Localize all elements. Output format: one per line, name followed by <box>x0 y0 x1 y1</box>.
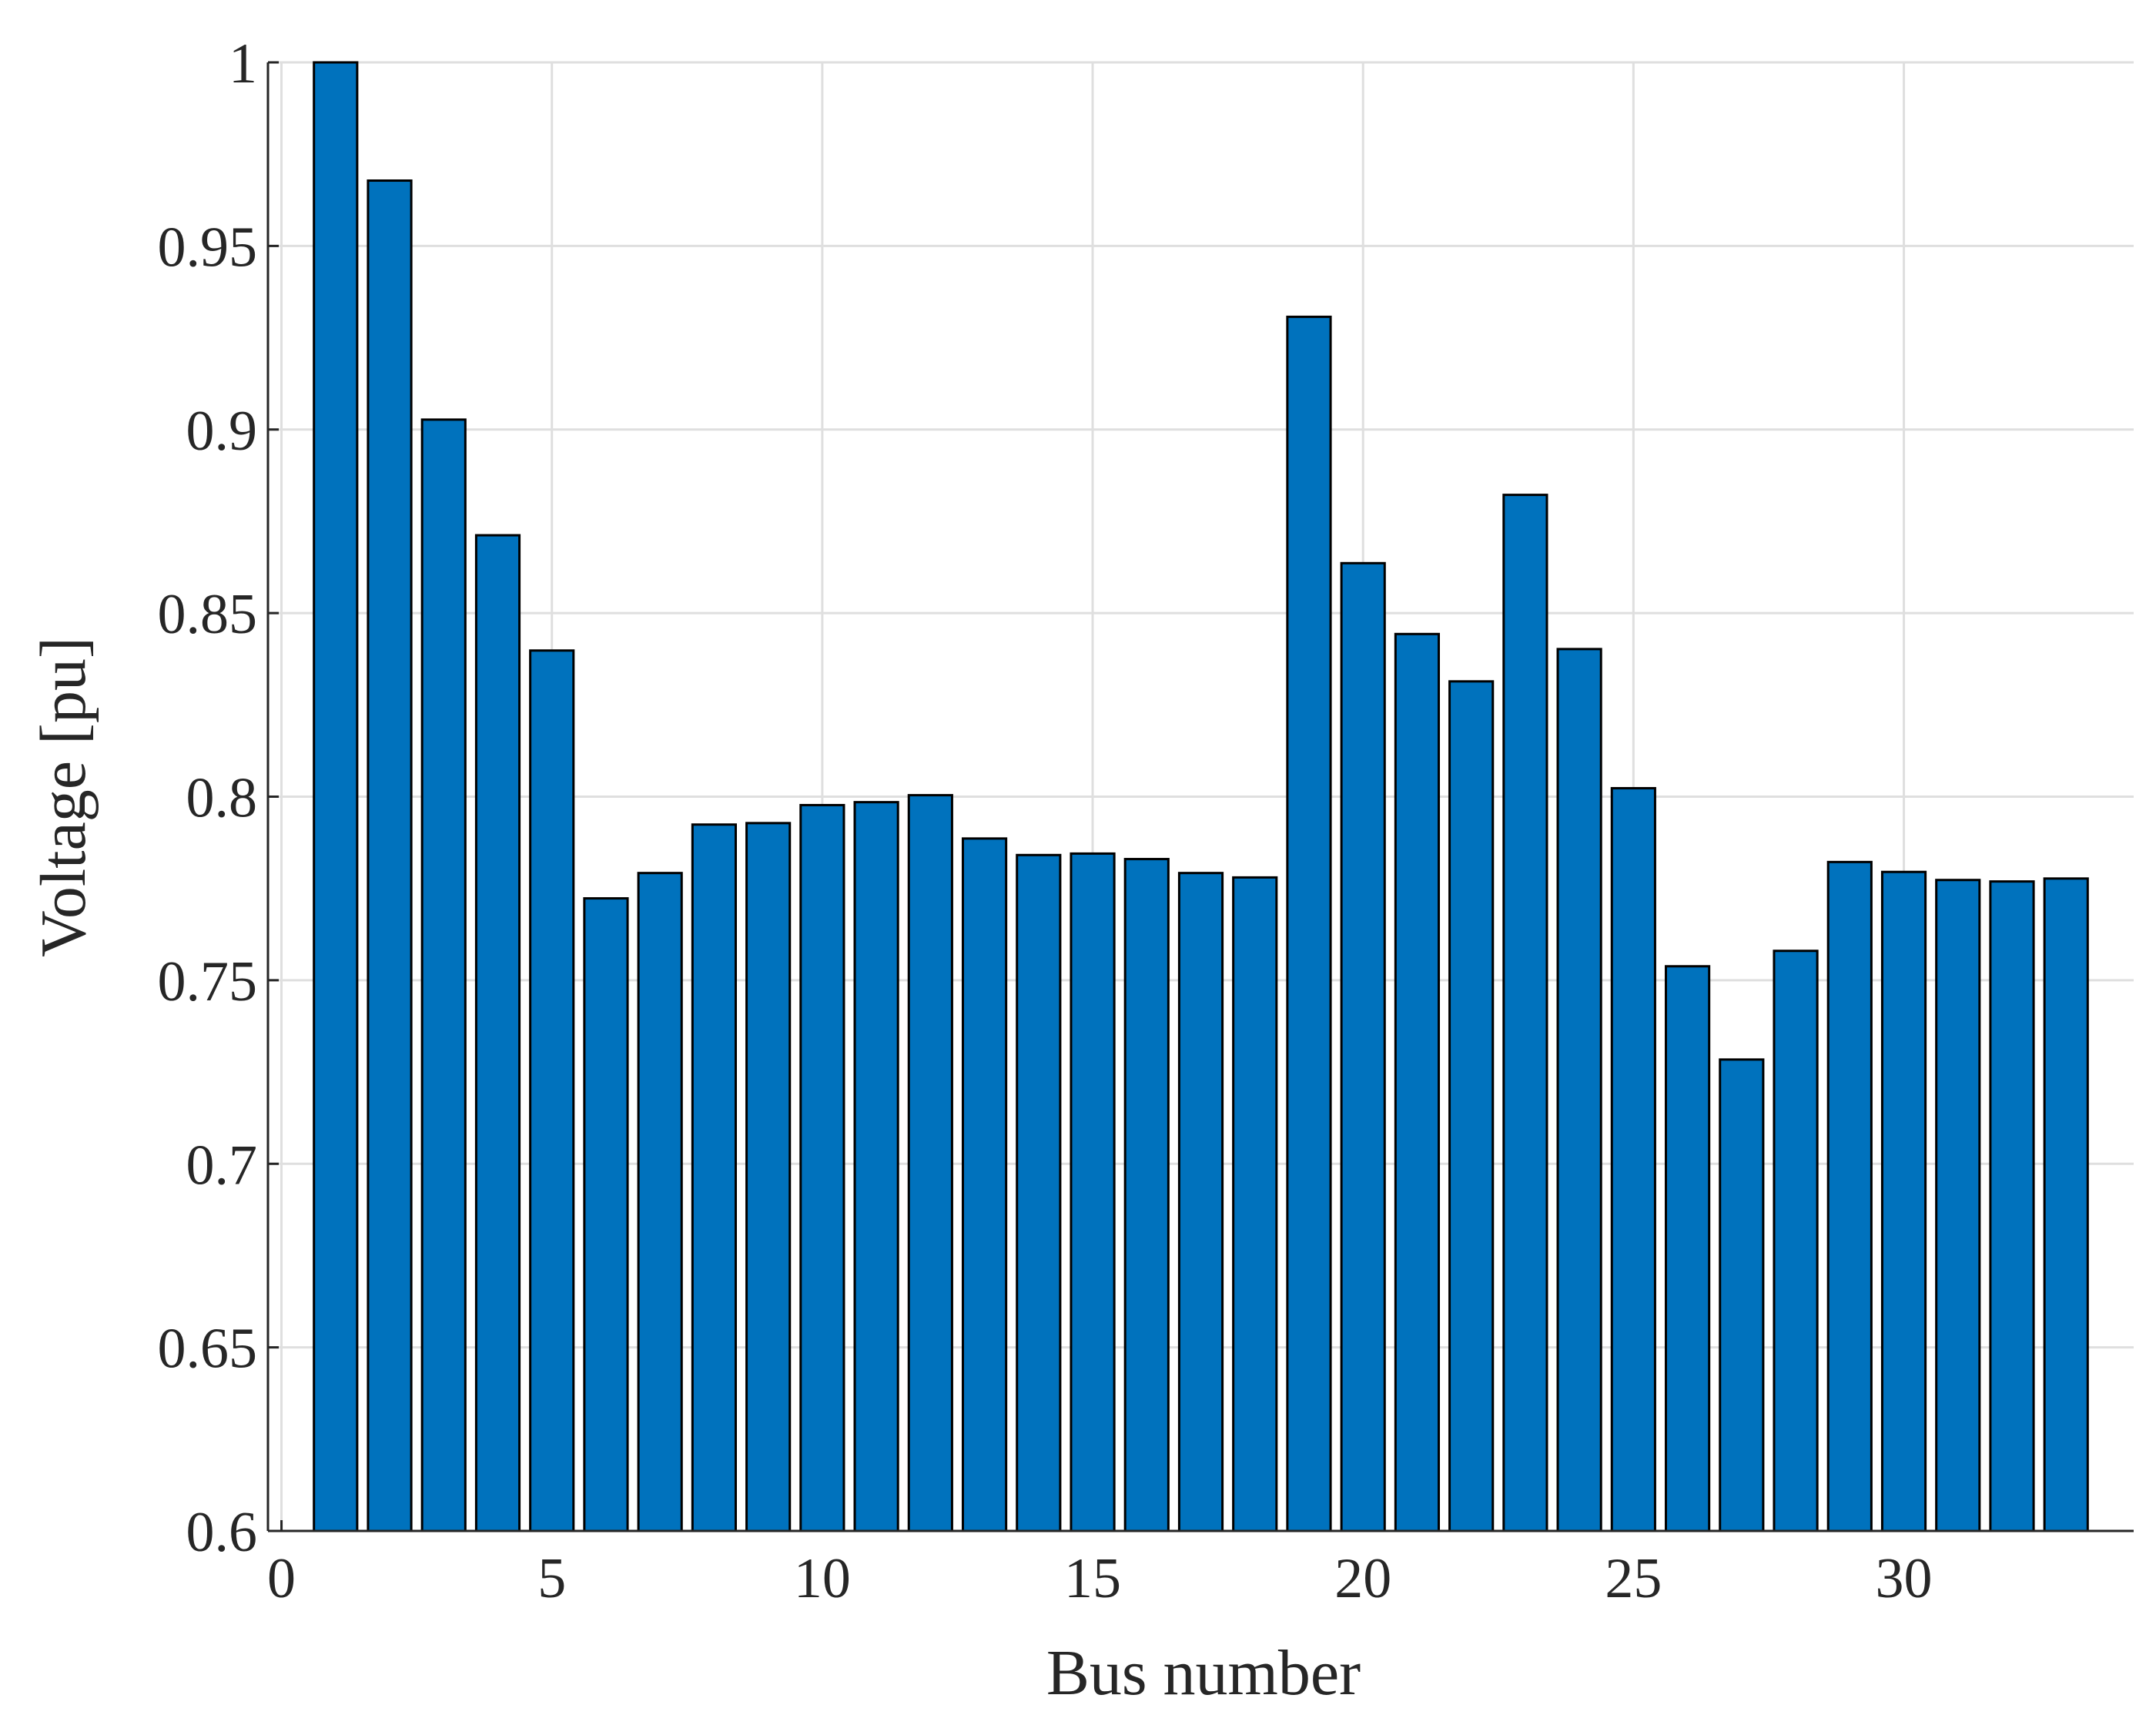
x-tick-label: 20 <box>1334 1547 1391 1610</box>
y-tick-label: 0.9 <box>186 400 258 463</box>
bar <box>1016 853 1062 1532</box>
bar <box>1664 965 1711 1532</box>
bar <box>1177 872 1224 1532</box>
bar <box>799 803 845 1532</box>
bar <box>313 61 359 1532</box>
y-tick-label: 0.6 <box>186 1501 258 1564</box>
bar <box>853 801 899 1532</box>
bar <box>474 534 521 1532</box>
x-tick-label: 5 <box>537 1547 566 1610</box>
bar <box>637 872 683 1532</box>
bar <box>1773 950 1819 1532</box>
x-tick-label: 25 <box>1605 1547 1662 1610</box>
bar <box>1123 858 1170 1532</box>
bar <box>1502 494 1548 1532</box>
bar <box>1340 561 1386 1532</box>
bar <box>1989 880 2035 1532</box>
bar <box>1394 632 1441 1532</box>
x-axis-label: Bus number <box>1046 1637 1361 1709</box>
bar <box>1719 1058 1765 1532</box>
bar <box>1935 879 1981 1532</box>
bar <box>420 418 467 1532</box>
bar <box>2043 877 2089 1532</box>
bar <box>1610 787 1656 1532</box>
bar <box>691 823 738 1532</box>
y-tick-label: 1 <box>229 32 257 95</box>
y-tick-label: 0.95 <box>158 216 258 279</box>
y-axis-label: Voltage [pu] <box>28 637 99 957</box>
y-tick-label: 0.8 <box>186 767 258 830</box>
bar <box>529 649 575 1532</box>
bar <box>907 794 953 1532</box>
bar <box>1826 860 1873 1532</box>
x-tick-label: 30 <box>1876 1547 1933 1610</box>
bar <box>583 897 629 1532</box>
y-tick-label: 0.7 <box>186 1134 258 1197</box>
bar <box>1880 870 1927 1532</box>
bar <box>961 837 1008 1532</box>
bar <box>1286 315 1332 1532</box>
bar <box>745 822 792 1532</box>
bar <box>1556 648 1602 1532</box>
y-tick-label: 0.75 <box>158 950 258 1013</box>
bar <box>1448 680 1495 1532</box>
bar <box>367 179 413 1532</box>
x-tick-label: 15 <box>1064 1547 1121 1610</box>
x-tick-label: 10 <box>794 1547 851 1610</box>
x-tick-label: 0 <box>267 1547 296 1610</box>
y-tick-label: 0.85 <box>158 583 258 646</box>
bar <box>1232 876 1278 1532</box>
y-tick-label: 0.65 <box>158 1318 258 1381</box>
bar <box>1070 852 1116 1532</box>
